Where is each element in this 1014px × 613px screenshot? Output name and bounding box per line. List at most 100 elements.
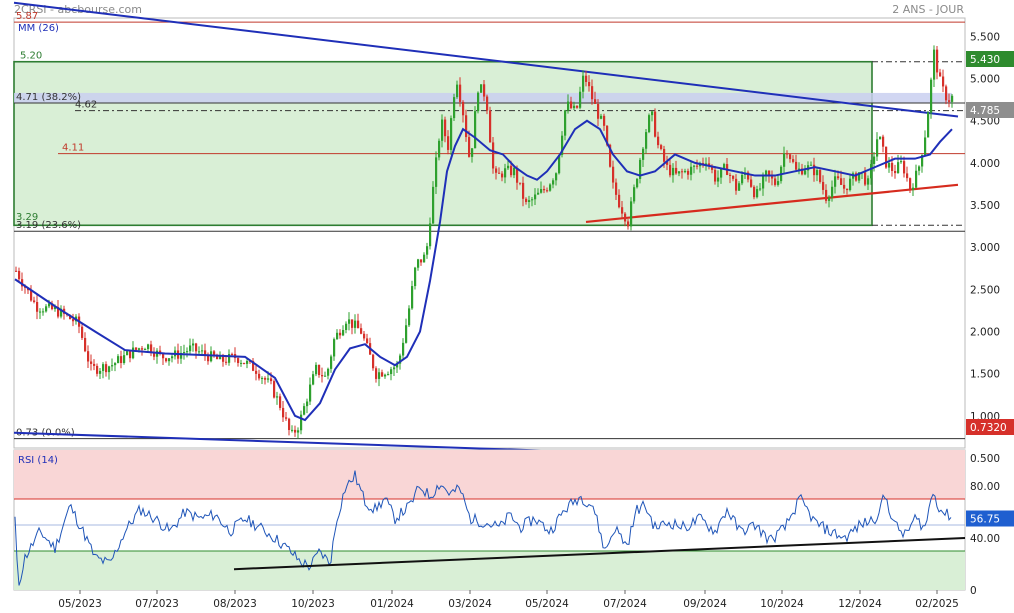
candle-body <box>768 170 771 177</box>
candle-body <box>747 172 750 180</box>
candle-body <box>876 139 879 157</box>
candle-body <box>402 342 405 356</box>
candle-body <box>771 176 774 179</box>
level-label-6: 3.19 (23.6%) <box>16 220 81 231</box>
candle-body <box>90 361 93 364</box>
candle-body <box>546 190 549 192</box>
candle-body <box>750 179 753 187</box>
candle-body <box>795 161 798 170</box>
candle-body <box>702 162 705 164</box>
candle-body <box>636 178 639 188</box>
candle-body <box>387 374 390 376</box>
candle-body <box>165 358 168 362</box>
rsi-oversold-zone <box>14 551 965 590</box>
candle-body <box>330 356 333 369</box>
candle-body <box>39 311 42 313</box>
candle-body <box>321 375 324 377</box>
candle-body <box>570 101 573 109</box>
candle-body <box>258 373 261 379</box>
candle-body <box>552 180 555 185</box>
candle-body <box>468 137 471 157</box>
candle-body <box>567 101 570 111</box>
candle-body <box>492 142 495 169</box>
candle-body <box>843 184 846 189</box>
candle-body <box>630 201 633 227</box>
candle-body <box>348 319 351 324</box>
candle-body <box>813 164 816 176</box>
candle-body <box>816 170 819 176</box>
candle-body <box>849 178 852 191</box>
candle-body <box>894 170 897 174</box>
candle-body <box>762 176 765 189</box>
candle-body <box>834 176 837 187</box>
candle-body <box>465 115 468 138</box>
candle-body <box>417 259 420 268</box>
candle-body <box>360 328 363 334</box>
candle-body <box>318 364 321 376</box>
high-value-tag-bg <box>966 51 1014 67</box>
candle-body <box>54 307 57 310</box>
candle-body <box>684 170 687 173</box>
level-label-0: 5.87 <box>16 11 38 22</box>
candle-body <box>603 115 606 126</box>
price-legend: MM (26) <box>18 23 59 34</box>
candle-body <box>315 364 318 375</box>
candle-body <box>765 170 768 177</box>
candle-body <box>495 168 498 173</box>
candle-body <box>615 182 618 195</box>
candle-body <box>270 378 273 382</box>
candle-body <box>789 154 792 160</box>
level-label-1: 5.20 <box>20 51 42 62</box>
candle-body <box>534 194 537 200</box>
candle-body <box>372 354 375 369</box>
candle-body <box>252 360 255 371</box>
candle-body <box>558 154 561 174</box>
descending-trendline <box>13 1 959 118</box>
rsi-trendline <box>233 537 966 571</box>
candle-body <box>462 101 465 116</box>
candle-body <box>939 72 942 77</box>
candle-body <box>228 353 231 363</box>
candle-body <box>345 323 348 331</box>
candle-body <box>540 189 543 193</box>
high-value-tag: 5.430 <box>970 54 1000 66</box>
candle-body <box>171 356 174 359</box>
candle-body <box>753 186 756 198</box>
candle-body <box>618 194 621 208</box>
candle-body <box>786 153 789 155</box>
candle-body <box>198 351 201 353</box>
candle-body <box>531 199 534 201</box>
candle-body <box>864 172 867 185</box>
candle-body <box>681 171 684 173</box>
candle-body <box>159 350 162 354</box>
candle-body <box>72 319 75 322</box>
candle-body <box>927 112 930 138</box>
candle-body <box>441 119 444 141</box>
candle-body <box>279 396 282 408</box>
price-tick-label: 2.500 <box>970 284 1000 296</box>
candle-body <box>285 417 288 419</box>
candle-body <box>576 105 579 108</box>
candle-body <box>36 301 39 312</box>
candle-body <box>873 156 876 164</box>
candle-body <box>342 330 345 336</box>
level-label-4: 4.11 <box>62 143 84 154</box>
candle-body <box>660 145 663 149</box>
resistance-band <box>14 92 952 104</box>
candle-body <box>375 368 378 379</box>
candle-body <box>525 198 528 202</box>
candle-body <box>693 165 696 167</box>
candle-body <box>651 111 654 116</box>
candle-body <box>84 337 87 352</box>
candle-body <box>717 177 720 182</box>
candle-body <box>219 355 222 360</box>
rsi-panel: RSI (14) 80.00 40.00 0 56.75 <box>13 449 1014 597</box>
level-label-5: 3.29 <box>16 212 38 223</box>
candle-body <box>912 187 915 190</box>
candle-body <box>711 166 714 170</box>
candle-body <box>150 344 153 354</box>
candle-body <box>93 363 96 366</box>
candle-body <box>738 183 741 191</box>
candle-body <box>282 407 285 418</box>
candle-body <box>393 367 396 370</box>
